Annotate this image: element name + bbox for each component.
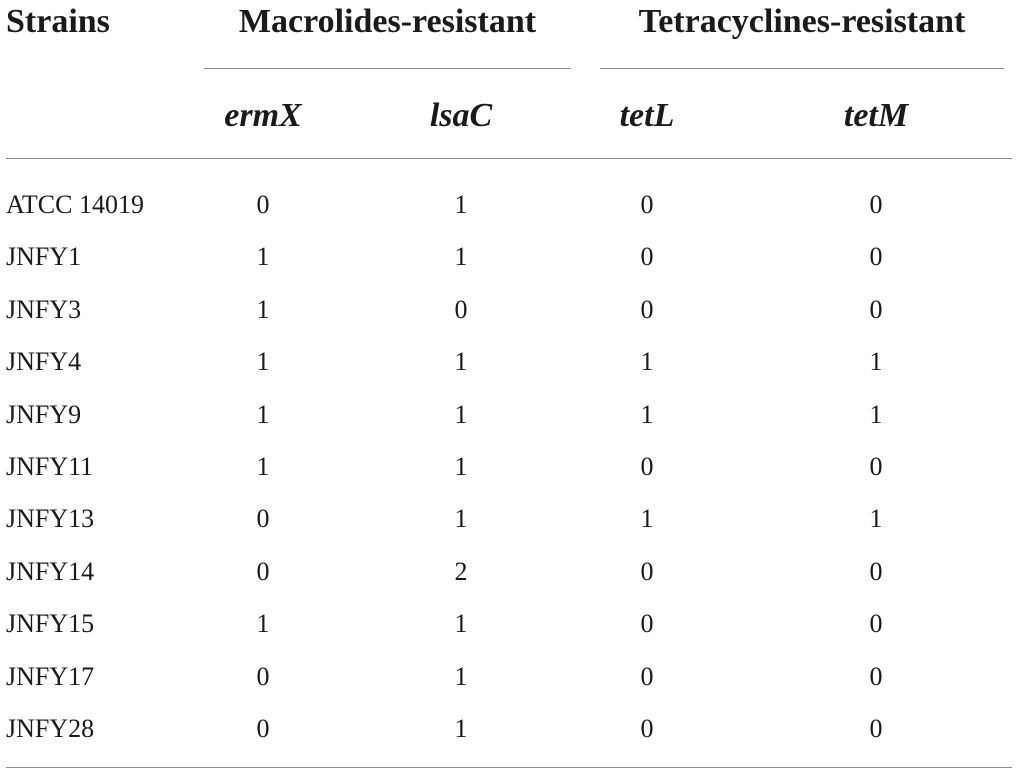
gene-header-tetl: tetL bbox=[619, 97, 675, 134]
table-row: JNFY17 0 1 0 0 bbox=[0, 653, 1017, 705]
column-header-strains: Strains bbox=[6, 3, 110, 40]
gene-count-cell: 0 bbox=[640, 609, 654, 639]
gene-count-cell: 1 bbox=[640, 347, 654, 377]
gene-count-cell: 0 bbox=[869, 556, 883, 586]
table-row: JNFY14 0 2 0 0 bbox=[0, 548, 1017, 600]
gene-count-cell: 0 bbox=[256, 556, 270, 586]
gene-count-cell: 0 bbox=[640, 556, 654, 586]
gene-count-cell: 1 bbox=[454, 242, 468, 272]
gene-count-cell: 0 bbox=[869, 609, 883, 639]
table-row: JNFY28 0 1 0 0 bbox=[0, 705, 1017, 757]
strain-name: ATCC 14019 bbox=[6, 190, 144, 219]
gene-count-cell: 0 bbox=[640, 661, 654, 691]
gene-count-cell: 0 bbox=[869, 242, 883, 272]
gene-count-cell: 2 bbox=[454, 556, 468, 586]
gene-count-cell: 1 bbox=[454, 451, 468, 481]
gene-count-cell: 1 bbox=[454, 504, 468, 534]
table-row: ATCC 14019 0 1 0 0 bbox=[0, 181, 1017, 233]
table-body: ATCC 14019 0 1 0 0 JNFY1 1 1 0 0 JNFY3 1 0 0 0 JNFY4 1 1 1… bbox=[0, 181, 1017, 757]
strain-name: JNFY11 bbox=[6, 451, 94, 481]
strain-name: JNFY14 bbox=[6, 556, 95, 586]
gene-count-cell: 1 bbox=[454, 661, 468, 691]
gene-count-cell: 0 bbox=[640, 713, 654, 743]
strain-name: JNFY15 bbox=[6, 609, 95, 639]
gene-count-cell: 0 bbox=[640, 190, 654, 219]
gene-header-tetm: tetM bbox=[843, 97, 909, 134]
table-bottom-rule bbox=[6, 767, 1012, 768]
gene-count-cell: 0 bbox=[869, 190, 883, 219]
strain-name: JNFY9 bbox=[6, 399, 82, 429]
gene-count-cell: 0 bbox=[869, 661, 883, 691]
group-header-macrolides: Macrolides-resistant bbox=[238, 3, 537, 40]
gene-count-cell: 1 bbox=[256, 451, 270, 481]
gene-header-ermx: ermX bbox=[224, 97, 302, 134]
table-row: JNFY1 1 1 0 0 bbox=[0, 233, 1017, 285]
gene-count-cell: 1 bbox=[454, 190, 468, 219]
table-row: JNFY4 1 1 1 1 bbox=[0, 338, 1017, 390]
gene-count-cell: 1 bbox=[869, 504, 883, 534]
gene-count-cell: 0 bbox=[454, 294, 468, 324]
table-row: JNFY11 1 1 0 0 bbox=[0, 443, 1017, 495]
gene-count-cell: 1 bbox=[454, 713, 468, 743]
gene-count-cell: 1 bbox=[640, 399, 654, 429]
strain-name: JNFY13 bbox=[6, 504, 95, 534]
gene-count-cell: 1 bbox=[454, 609, 468, 639]
gene-count-cell: 1 bbox=[454, 347, 468, 377]
gene-count-cell: 1 bbox=[256, 399, 270, 429]
gene-count-cell: 0 bbox=[640, 242, 654, 272]
gene-count-cell: 0 bbox=[869, 294, 883, 324]
gene-count-cell: 0 bbox=[869, 451, 883, 481]
strain-name: JNFY28 bbox=[6, 713, 95, 743]
gene-count-cell: 1 bbox=[640, 504, 654, 534]
table-row: JNFY15 1 1 0 0 bbox=[0, 600, 1017, 652]
gene-count-cell: 1 bbox=[256, 609, 270, 639]
gene-count-cell: 1 bbox=[869, 399, 883, 429]
header-divider bbox=[6, 158, 1012, 159]
table-row: JNFY3 1 0 0 0 bbox=[0, 286, 1017, 338]
gene-count-cell: 1 bbox=[454, 399, 468, 429]
table-row: JNFY9 1 1 1 1 bbox=[0, 391, 1017, 443]
group-divider-macrolides bbox=[204, 68, 571, 69]
gene-count-cell: 1 bbox=[256, 347, 270, 377]
gene-count-cell: 0 bbox=[256, 713, 270, 743]
gene-header-lsac: lsaC bbox=[429, 97, 493, 134]
table-row: JNFY13 0 1 1 1 bbox=[0, 495, 1017, 547]
strain-name: JNFY1 bbox=[6, 242, 82, 272]
gene-count-cell: 0 bbox=[869, 713, 883, 743]
gene-count-cell: 0 bbox=[640, 451, 654, 481]
gene-count-cell: 0 bbox=[256, 504, 270, 534]
gene-count-cell: 1 bbox=[869, 347, 883, 377]
gene-count-cell: 0 bbox=[256, 190, 270, 219]
strain-name: JNFY17 bbox=[6, 661, 95, 691]
gene-count-cell: 1 bbox=[256, 294, 270, 324]
strain-name: JNFY3 bbox=[6, 294, 82, 324]
group-divider-tetracyclines bbox=[600, 68, 1004, 69]
gene-count-cell: 0 bbox=[256, 661, 270, 691]
gene-count-cell: 0 bbox=[640, 294, 654, 324]
gene-count-cell: 1 bbox=[256, 242, 270, 272]
group-header-tetracyclines: Tetracyclines-resistant bbox=[638, 3, 966, 40]
strain-name: JNFY4 bbox=[6, 347, 82, 377]
